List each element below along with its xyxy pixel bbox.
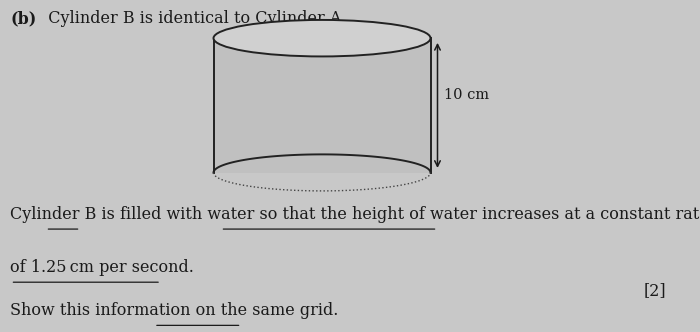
Polygon shape — [214, 38, 430, 173]
Text: Cylinder B is identical to Cylinder A.: Cylinder B is identical to Cylinder A. — [38, 10, 347, 27]
Ellipse shape — [214, 20, 430, 56]
Text: [2]: [2] — [644, 282, 666, 299]
Text: (b): (b) — [10, 10, 36, 27]
Text: Show this information on the same grid.: Show this information on the same grid. — [10, 302, 339, 319]
Text: 10 cm: 10 cm — [444, 88, 489, 103]
Text: of 1.25 cm per second.: of 1.25 cm per second. — [10, 259, 195, 276]
Text: Cylinder B is filled with water so that the height of water increases at a const: Cylinder B is filled with water so that … — [10, 206, 700, 223]
